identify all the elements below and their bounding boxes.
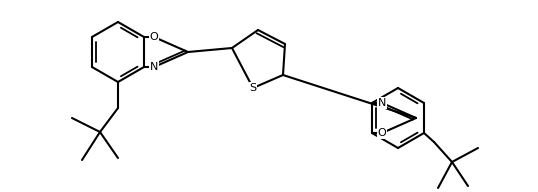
Text: O: O	[150, 32, 158, 42]
Text: O: O	[378, 128, 386, 138]
Text: N: N	[378, 98, 386, 108]
Text: S: S	[250, 83, 257, 93]
Text: N: N	[150, 62, 158, 72]
